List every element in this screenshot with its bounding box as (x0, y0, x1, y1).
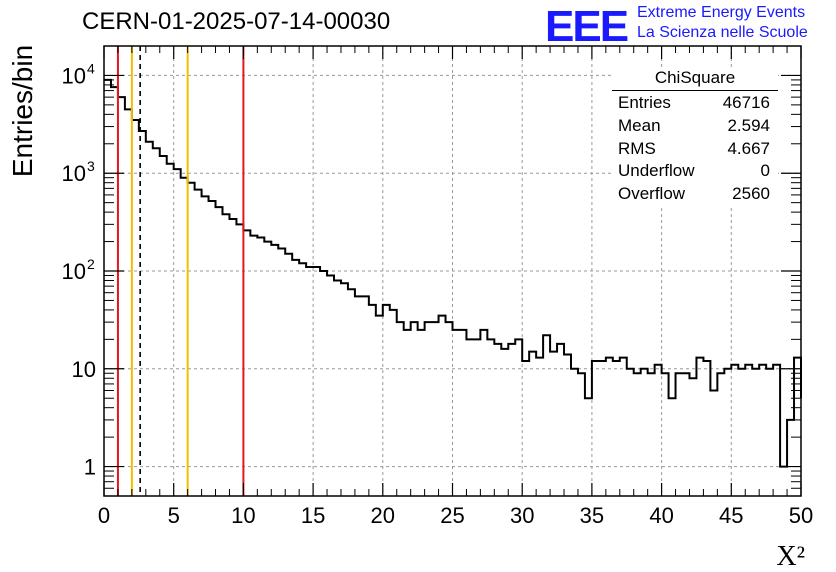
y-tick-base: 1 (84, 455, 96, 480)
x-tick-label: 10 (231, 503, 255, 528)
y-tick-label: 10 (62, 63, 86, 88)
x-tick-label: 5 (168, 503, 180, 528)
x-tick-label: 35 (580, 503, 604, 528)
y-tick-label: 10 (62, 259, 86, 284)
y-tick-base: 10 (62, 259, 86, 284)
stats-value: 0 (760, 161, 770, 181)
x-tick-label: 15 (301, 503, 325, 528)
y-tick-label: 10 (62, 161, 86, 186)
x-tick-label: 0 (98, 503, 110, 528)
stats-row-mean: Mean 2.594 (612, 115, 778, 138)
histogram-series (104, 78, 802, 468)
y-tick-base: 10 (62, 161, 86, 186)
run-title: CERN-01-2025-07-14-00030 (82, 8, 391, 35)
y-tick-base: 10 (72, 357, 96, 382)
y-tick-exponent: 2 (87, 256, 95, 272)
stats-label: Entries (618, 93, 671, 112)
stats-value: 2560 (732, 184, 770, 204)
y-tick-base: 10 (62, 63, 86, 88)
x-tick-label: 25 (440, 503, 464, 528)
axis-ticks (103, 45, 802, 497)
stats-value: 46716 (722, 93, 770, 112)
eee-logo: EEE (545, 2, 629, 51)
stats-row-entries: Entries 46716 (612, 92, 778, 115)
stats-row-underflow: Underflow 0 (612, 160, 778, 183)
x-axis-label: X² (776, 541, 805, 572)
stats-row-rms: RMS 4.667 (612, 138, 778, 161)
stats-value: 4.667 (727, 138, 770, 158)
stats-box: ChiSquare Entries 46716 Mean 2.594 RMS 4.667 U… (612, 68, 778, 206)
logo-line-1: Extreme Energy Events (637, 4, 806, 21)
stats-row-overflow: Overflow 2560 (612, 183, 778, 206)
x-tick-label: 40 (649, 503, 673, 528)
stats-box-title: ChiSquare (612, 68, 778, 91)
y-tick-label: 10 (72, 357, 96, 382)
x-tick-label: 30 (510, 503, 534, 528)
stats-value: 2.594 (727, 115, 770, 135)
x-tick-label: 20 (371, 503, 395, 528)
y-tick-exponent: 3 (87, 158, 95, 174)
grid-lines (104, 46, 801, 496)
y-axis-label: Entries/bin (7, 45, 38, 177)
x-tick-label: 50 (789, 503, 813, 528)
stats-label: RMS (618, 138, 656, 158)
x-tick-labels: 0 5 10 15 20 25 30 35 40 45 50 (98, 503, 813, 528)
y-tick-exponent: 4 (87, 60, 95, 76)
y-tick-label: 1 (84, 455, 96, 480)
stats-label: Overflow (618, 184, 686, 204)
x-tick-label: 45 (719, 503, 743, 528)
logo-line-2: La Scienza nelle Scuole (637, 24, 808, 41)
stats-label: Mean (618, 115, 661, 135)
stats-label: Underflow (618, 161, 695, 181)
